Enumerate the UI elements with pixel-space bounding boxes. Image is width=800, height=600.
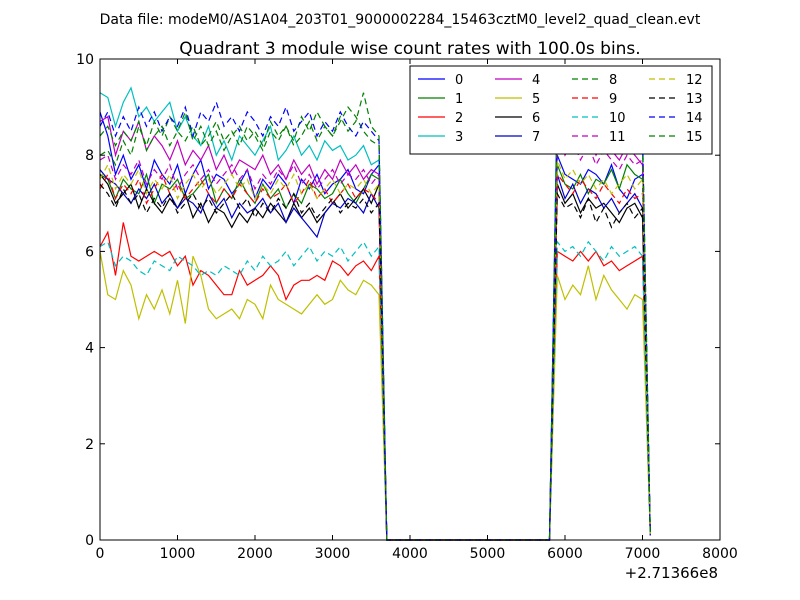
x-tick-label: 6000 [547,546,583,562]
y-tick-label: 10 [76,52,94,68]
series-line-1 [99,163,651,541]
x-tick-label: 8000 [702,546,738,562]
y-tick-label: 0 [85,533,94,549]
x-tick-label: 0 [96,546,105,562]
legend-label-0: 0 [455,73,463,88]
series-line-10 [99,240,651,541]
y-tick-label: 6 [85,244,94,260]
legend-label-11: 11 [609,130,626,145]
series-line-0 [99,111,651,541]
legend-label-7: 7 [532,130,540,145]
series-line-7 [99,169,651,541]
x-tick-label: 3000 [315,546,351,562]
series-line-9 [99,172,651,541]
series-layer [99,86,651,541]
x-tick-label: 4000 [392,546,428,562]
chart-title: Quadrant 3 module wise count rates with … [179,39,640,59]
legend-box [409,65,713,155]
series-line-13 [99,183,651,541]
legend-label-6: 6 [532,111,540,126]
x-tick-label: 5000 [470,546,506,562]
series-line-2 [99,222,651,541]
legend-label-14: 14 [686,111,703,126]
legend-label-15: 15 [686,130,703,145]
y-tick-label: 8 [85,148,94,164]
legend-label-5: 5 [532,92,540,107]
series-line-5 [99,251,651,541]
series-line-12 [99,159,651,541]
y-tick-label: 2 [85,437,94,453]
data-file-header: Data file: modeM0/AS1A04_203T01_90000022… [100,12,701,28]
x-tick-label: 7000 [625,546,661,562]
x-tick-label: 2000 [237,546,273,562]
legend-label-10: 10 [609,111,626,126]
series-line-6 [99,174,651,541]
y-tick-label: 4 [85,341,94,357]
series-line-15 [99,92,651,541]
series-line-14 [99,100,651,541]
legend-label-2: 2 [455,111,463,126]
legend-label-3: 3 [455,130,463,145]
x-tick-label: 1000 [160,546,196,562]
x-offset-label: +2.71366e8 [625,564,718,582]
legend-label-13: 13 [686,92,703,107]
legend-label-8: 8 [609,73,617,88]
legend-label-4: 4 [532,73,540,88]
legend-label-9: 9 [609,92,617,107]
legend-label-1: 1 [455,92,463,107]
legend-label-12: 12 [686,73,703,88]
